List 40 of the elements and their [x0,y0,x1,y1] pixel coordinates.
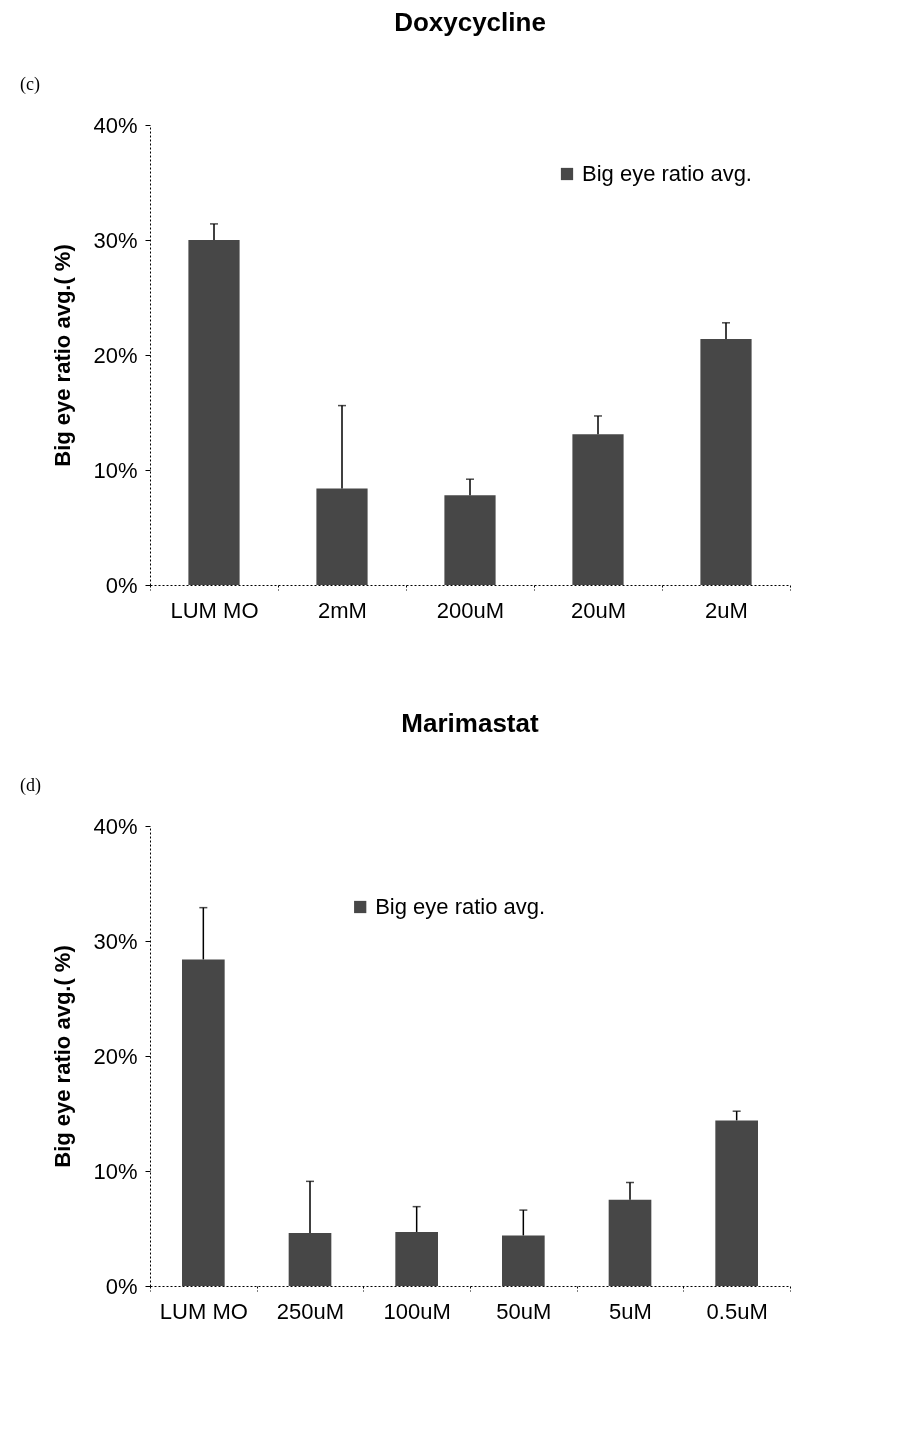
y-tick-label: 40% [93,813,138,839]
y-tick-label: 30% [93,227,138,253]
bar [502,1235,545,1286]
chart-title: Marimastat [401,708,539,738]
x-tick-label: 2uM [705,597,748,623]
x-tick-label: 250uM [276,1298,345,1324]
bar [182,959,225,1286]
bar [395,1231,438,1286]
x-tick-label: 2mM [318,597,367,623]
bar [288,1233,332,1286]
bar [608,1199,652,1286]
bar [188,240,240,585]
y-axis-title: Big eye ratio avg.( %) [50,244,76,467]
x-tick-label: 0.5uM [706,1298,768,1324]
y-tick-label: 0% [105,1273,138,1299]
text: (d) [20,775,41,796]
legend-label: Big eye ratio avg. [375,894,546,919]
bar [444,495,496,585]
y-tick-label: 10% [93,457,138,483]
y-tick-label: 0% [105,572,138,598]
x-tick-label: 50uM [496,1298,552,1324]
y-tick-label: 20% [93,1043,138,1069]
chart-title: Doxycycline [394,7,546,37]
x-tick-label: 100uM [383,1298,451,1324]
bar [700,338,752,585]
x-tick-label: 5uM [609,1298,652,1324]
x-tick-label: 200uM [436,597,505,623]
y-axis-title: Big eye ratio avg.( %) [50,945,76,1168]
legend-label: Big eye ratio avg. [582,161,752,186]
y-tick-label: 40% [93,112,138,138]
y-tick-label: 30% [93,928,138,954]
x-tick-label: LUM MO [159,1298,248,1324]
x-tick-label: LUM MO [170,597,259,623]
bar [572,434,624,585]
x-tick-label: 20uM [570,597,627,623]
bar [316,488,368,585]
bar [715,1120,758,1286]
y-tick-label: 20% [93,342,138,368]
y-tick-label: 10% [93,1158,138,1184]
text: (c) [20,74,40,95]
